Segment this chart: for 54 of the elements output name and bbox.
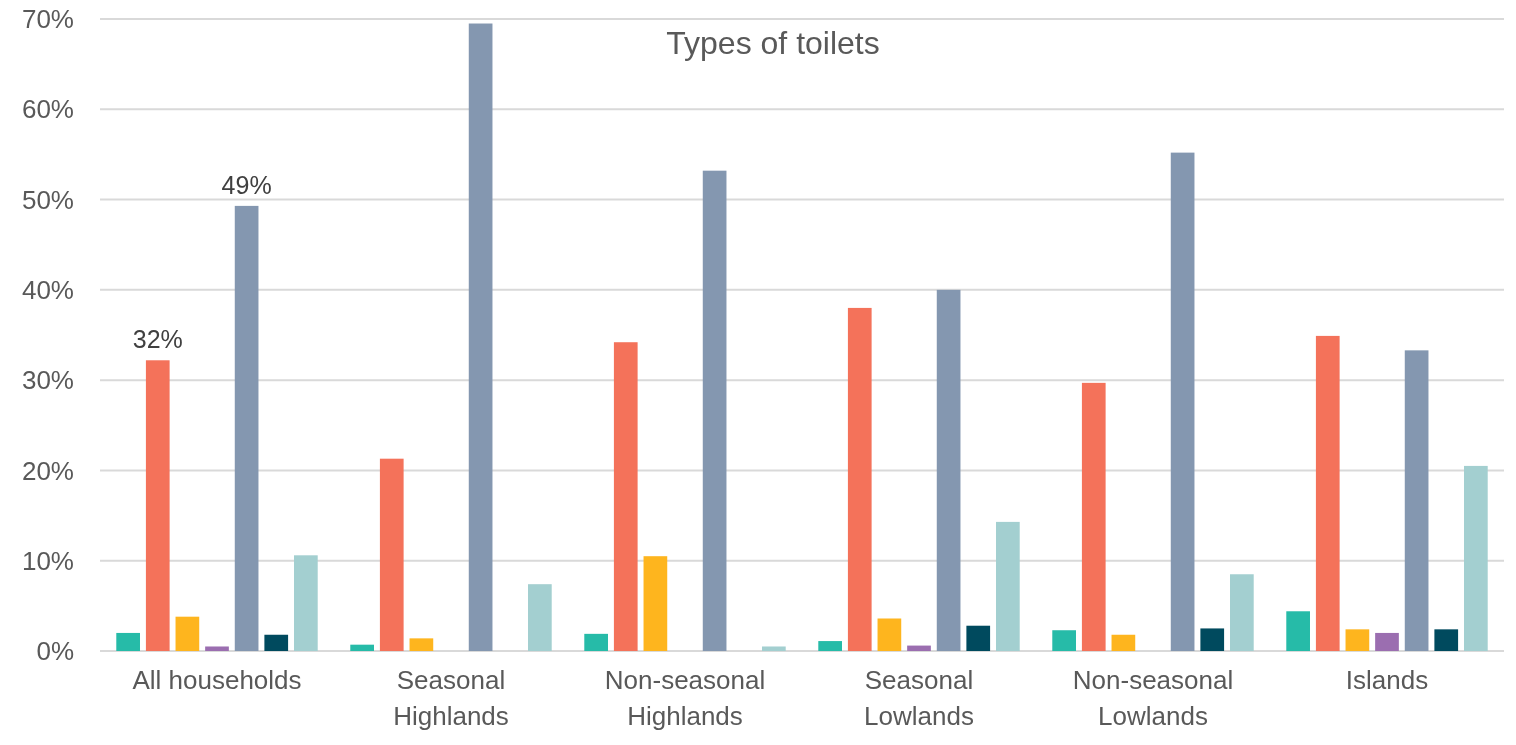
bar xyxy=(294,555,318,651)
bar xyxy=(1464,465,1488,651)
x-tick-label: Islands xyxy=(1345,665,1429,695)
chart-title: Types of toilets xyxy=(666,25,880,61)
bar xyxy=(350,644,374,651)
y-tick-label: 10% xyxy=(21,545,74,576)
bar xyxy=(877,618,902,651)
data-label: 32% xyxy=(132,325,183,354)
y-tick-label: 40% xyxy=(21,274,74,305)
data-label: 49% xyxy=(221,170,272,199)
bar xyxy=(936,289,961,651)
bar xyxy=(1434,629,1459,651)
bar xyxy=(1315,335,1340,651)
bar xyxy=(1345,629,1370,651)
bar xyxy=(409,638,434,651)
x-tick-label: Non-seasonal Highlands xyxy=(604,665,766,731)
bar xyxy=(175,616,200,651)
bar xyxy=(643,556,668,651)
bar xyxy=(379,458,404,651)
bar xyxy=(468,23,493,651)
bar xyxy=(613,342,638,651)
bar xyxy=(528,584,552,651)
bar xyxy=(966,625,991,651)
bar xyxy=(1404,350,1429,651)
y-tick-label: 60% xyxy=(21,94,74,125)
bar xyxy=(762,646,786,651)
bar xyxy=(145,360,170,651)
bar xyxy=(907,645,931,651)
bar xyxy=(1111,634,1136,651)
bar xyxy=(996,521,1020,651)
bar xyxy=(1200,628,1225,651)
bar xyxy=(1081,382,1106,651)
bar xyxy=(1052,630,1076,651)
bar xyxy=(1286,611,1310,651)
bar xyxy=(205,646,229,651)
y-tick-label: 30% xyxy=(21,365,74,396)
y-tick-label: 50% xyxy=(21,184,74,215)
bar xyxy=(1170,152,1195,651)
y-tick-label: 0% xyxy=(36,636,74,667)
x-tick-label: Seasonal Lowlands xyxy=(864,665,974,731)
bar xyxy=(818,641,842,651)
bar xyxy=(116,632,140,651)
bar xyxy=(584,633,608,651)
bar xyxy=(1375,632,1399,651)
y-tick-label: 70% xyxy=(21,4,74,35)
x-tick-label: Seasonal Highlands xyxy=(393,665,509,731)
bar xyxy=(1230,574,1254,651)
bar xyxy=(264,634,289,651)
bar xyxy=(234,205,259,651)
y-tick-label: 20% xyxy=(21,455,74,486)
x-tick-label: All households xyxy=(132,665,302,695)
x-tick-label: Non-seasonal Lowlands xyxy=(1072,665,1234,731)
bar xyxy=(847,307,872,651)
bar xyxy=(702,170,727,651)
